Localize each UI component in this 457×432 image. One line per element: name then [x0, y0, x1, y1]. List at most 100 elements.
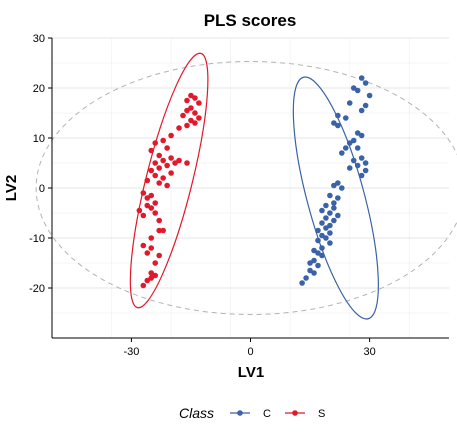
data-point-s [168, 170, 174, 176]
data-point-s [148, 147, 155, 154]
data-point-s [136, 207, 143, 214]
data-point-c [331, 205, 337, 211]
data-point-c [358, 155, 365, 161]
data-point-c [327, 240, 333, 246]
data-point-c [366, 92, 373, 99]
y-tick-label: 30 [33, 33, 45, 45]
x-tick-label: 0 [247, 346, 253, 358]
data-point-s [160, 137, 166, 144]
data-point-s [152, 140, 159, 146]
data-point-s [192, 110, 198, 116]
data-point-c [323, 202, 329, 209]
data-point-c [327, 192, 333, 199]
x-tick-label: -30 [123, 346, 139, 358]
x-axis-ticks: -30 0 30 [123, 338, 376, 358]
data-point-c [358, 75, 365, 81]
data-point-s [184, 122, 190, 129]
data-point-s [180, 112, 186, 119]
data-point-c [307, 260, 313, 266]
data-point-c [346, 140, 353, 146]
data-point-s [164, 162, 170, 169]
data-point-c [319, 252, 325, 259]
data-point-s [144, 250, 151, 256]
x-axis-title: LV1 [238, 364, 264, 381]
data-point-s [196, 100, 202, 106]
data-point-c [323, 225, 329, 231]
data-point-s [140, 242, 147, 249]
data-point-s [140, 190, 147, 196]
data-point-s [160, 157, 166, 164]
data-point-c [323, 215, 329, 221]
legend-title: Class [179, 405, 214, 421]
data-point-c [319, 245, 325, 251]
legend-label: C [263, 408, 271, 420]
data-point-c [335, 122, 341, 129]
legend-item-c: C [230, 408, 271, 420]
data-point-c [335, 112, 341, 119]
y-axis-title: LV2 [3, 175, 20, 201]
data-point-c [323, 235, 329, 241]
data-point-s [140, 212, 147, 219]
data-point-s [152, 260, 159, 266]
data-point-s [176, 125, 182, 131]
data-point-c [315, 262, 321, 269]
data-point-c [339, 185, 345, 191]
data-point-s [164, 145, 170, 151]
data-point-c [362, 160, 369, 166]
legend-key-point [292, 410, 298, 416]
data-point-c [346, 100, 353, 106]
data-point-c [362, 102, 369, 109]
data-point-s [160, 175, 166, 181]
data-point-s [192, 95, 198, 101]
y-tick-label: 20 [33, 83, 45, 95]
confidence-ellipse-s [129, 52, 209, 309]
data-point-s [148, 205, 155, 211]
y-tick-label: 0 [39, 183, 45, 195]
data-point-s [192, 120, 198, 126]
data-point-c [335, 212, 341, 219]
data-point-c [315, 227, 321, 234]
data-point-c [311, 270, 317, 276]
data-point-s [140, 282, 147, 289]
hotelling-ellipse [35, 61, 457, 315]
y-tick-label: 10 [33, 133, 45, 145]
data-point-s [196, 115, 202, 121]
legend-item-s: S [285, 408, 325, 420]
data-point-c [354, 87, 361, 94]
data-point-s [152, 200, 159, 206]
data-point-c [342, 115, 349, 121]
data-point-s [156, 152, 162, 159]
chart-title: PLS scores [204, 11, 297, 30]
data-point-c [331, 217, 337, 224]
data-points [136, 75, 373, 289]
ellipses [35, 52, 457, 320]
data-point-s [168, 155, 174, 161]
data-point-c [327, 230, 333, 236]
data-point-s [184, 160, 190, 166]
data-point-c [319, 207, 325, 214]
data-point-c [358, 107, 365, 114]
data-point-c [354, 145, 361, 151]
data-point-c [327, 210, 333, 216]
data-point-s [164, 182, 170, 189]
data-point-c [303, 275, 309, 281]
data-point-c [299, 280, 305, 286]
data-point-s [172, 160, 178, 166]
data-point-s [156, 227, 162, 234]
data-point-s [152, 160, 159, 166]
legend-label: S [318, 408, 325, 420]
data-point-c [346, 165, 353, 171]
data-point-s [152, 210, 159, 216]
data-point-s [168, 132, 174, 139]
data-point-c [335, 195, 341, 201]
data-point-s [184, 97, 190, 104]
data-point-c [331, 200, 337, 206]
data-point-c [319, 220, 325, 226]
data-point-c [358, 132, 365, 139]
data-point-c [350, 157, 357, 164]
y-tick-label: -20 [29, 283, 45, 295]
data-point-s [156, 252, 162, 259]
legend-key-point [237, 410, 243, 416]
legend: Class C S [179, 405, 325, 421]
data-point-c [339, 150, 345, 156]
